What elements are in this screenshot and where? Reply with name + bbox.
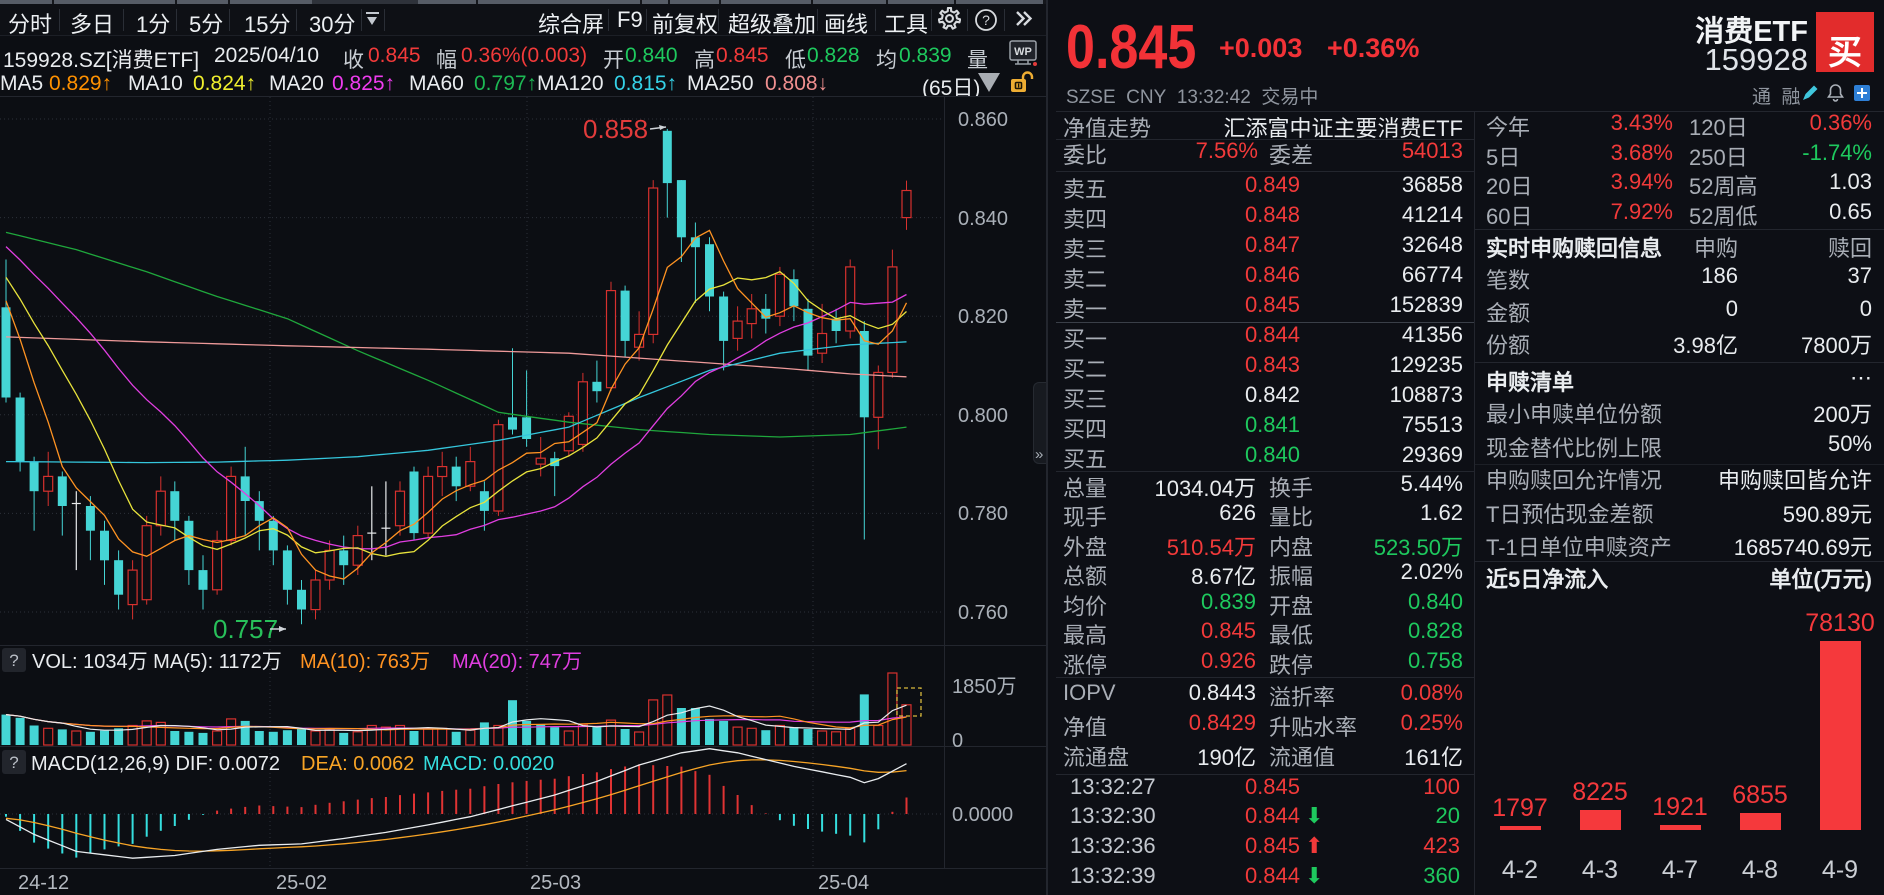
svg-text:0.0000: 0.0000	[952, 804, 1013, 826]
svg-text:0.840: 0.840	[958, 208, 1008, 230]
svg-text:0.800: 0.800	[958, 405, 1008, 427]
svg-text:?: ?	[9, 753, 18, 772]
svg-text:0.780: 0.780	[958, 503, 1008, 525]
svg-text:WP: WP	[1014, 46, 1032, 58]
svg-text:MACD(12,26,9) DIF: 0.0072: MACD(12,26,9) DIF: 0.0072	[31, 753, 280, 775]
svg-text:25-03: 25-03	[530, 872, 581, 894]
svg-text:MA(10): 763万: MA(10): 763万	[300, 651, 430, 673]
svg-text:0.757: 0.757	[213, 614, 278, 644]
svg-text:25-02: 25-02	[276, 872, 327, 894]
svg-text:0: 0	[952, 730, 963, 752]
svg-text:1850万: 1850万	[952, 676, 1017, 698]
svg-text:25-04: 25-04	[818, 872, 869, 894]
svg-text:24-12: 24-12	[18, 872, 69, 894]
svg-text:DEA: 0.0062: DEA: 0.0062	[301, 753, 414, 775]
svg-text:0.820: 0.820	[958, 306, 1008, 328]
svg-text:?: ?	[982, 12, 990, 28]
svg-text:0.858: 0.858	[583, 114, 648, 144]
svg-text:MACD: 0.0020: MACD: 0.0020	[423, 753, 554, 775]
svg-text:0.860: 0.860	[958, 109, 1008, 131]
svg-text:0.760: 0.760	[958, 602, 1008, 624]
svg-text:MA(20): 747万: MA(20): 747万	[452, 651, 582, 673]
svg-text:VOL: 1034万 MA(5): 1172万: VOL: 1034万 MA(5): 1172万	[32, 651, 282, 673]
svg-text:?: ?	[9, 651, 18, 670]
